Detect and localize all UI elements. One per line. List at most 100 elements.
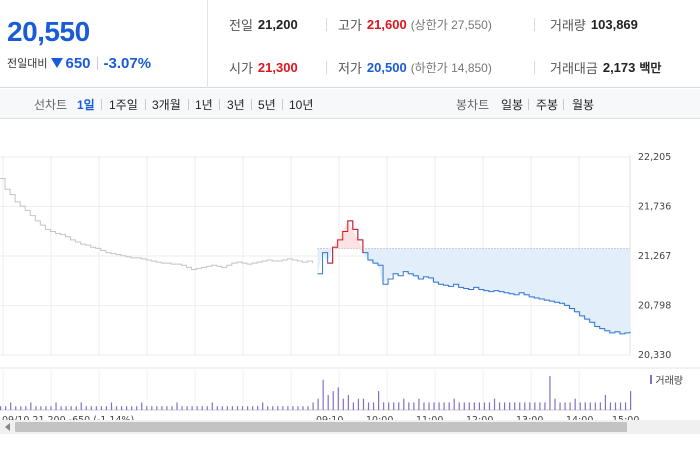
- stat-high: 고가 21,600 (상한가 27,550): [338, 15, 492, 33]
- tab-3m[interactable]: 3개월: [152, 98, 181, 112]
- volume-bar: [519, 402, 521, 410]
- volume-bar: [85, 406, 87, 410]
- volume-bar: [594, 402, 596, 410]
- tab-daily[interactable]: 일봉: [501, 98, 524, 112]
- volume-bar: [534, 402, 536, 410]
- tab-weekly[interactable]: 주봉: [536, 98, 559, 112]
- volume-bar: [151, 406, 153, 410]
- volume-bar: [524, 402, 526, 410]
- volume-bar: [30, 402, 32, 410]
- change-row: 전일대비 650 -3.07%: [7, 54, 151, 72]
- volume-legend: 거래량: [650, 372, 683, 387]
- volume-bar: [549, 376, 551, 410]
- divider: [188, 99, 189, 110]
- volume-bar: [136, 406, 138, 410]
- below-open-fill: [317, 248, 630, 334]
- volume-bar: [498, 402, 501, 410]
- volume-bar: [50, 406, 52, 410]
- scroll-thumb[interactable]: [15, 422, 627, 432]
- volume-bar: [90, 406, 92, 410]
- volume-bar: [126, 406, 128, 410]
- volume-bar: [252, 406, 254, 410]
- divider: [251, 99, 252, 110]
- volume-bar: [342, 398, 344, 410]
- stat-open: 시가 21,300: [229, 58, 298, 76]
- volume-bar: [408, 402, 410, 410]
- volume-bar: [216, 406, 218, 410]
- change-amount: 650: [65, 54, 91, 72]
- volume-bar: [322, 379, 324, 410]
- tab-1d[interactable]: 1일: [77, 98, 95, 112]
- volume-bar: [362, 398, 365, 410]
- volume-bar: [10, 402, 12, 410]
- y-tick-label: 22,205: [638, 152, 671, 163]
- stat-volume: 거래량 103,869: [550, 15, 638, 33]
- volume-bar: [115, 406, 118, 410]
- volume-bar: [267, 406, 269, 410]
- volume-bar: [443, 402, 445, 410]
- volume-bar: [65, 406, 67, 410]
- tab-1w[interactable]: 1주일: [109, 98, 138, 112]
- volume-bar: [221, 406, 223, 410]
- volume-bar: [257, 406, 259, 410]
- volume-bar: [579, 402, 581, 410]
- chart-tab-bar: 선차트 1일 1주일 3개월 1년 3년 5년 10년 봉차트 일봉 주봉 월봉: [0, 89, 700, 119]
- tab-3y[interactable]: 3년: [227, 98, 245, 112]
- volume-bar: [488, 402, 491, 410]
- divider: [96, 56, 98, 70]
- volume-bar: [372, 402, 375, 410]
- tab-5y[interactable]: 5년: [258, 98, 276, 112]
- volume-bar: [504, 402, 506, 410]
- volume-bar: [418, 398, 420, 410]
- volume-bar: [156, 406, 158, 410]
- prev-day-price-line: [0, 178, 313, 270]
- horizontal-scrollbar[interactable]: [0, 420, 700, 434]
- volume-bar: [246, 406, 249, 410]
- stat-value: 20,500: [366, 59, 407, 75]
- volume-bar: [191, 406, 193, 410]
- volume-bar: [45, 406, 47, 410]
- volume-bar: [272, 406, 274, 410]
- scroll-left-arrow-icon[interactable]: [0, 420, 14, 434]
- upper-limit: (상한가 27,550): [410, 17, 492, 32]
- volume-bar: [398, 402, 400, 410]
- tab-10y[interactable]: 10년: [289, 98, 314, 112]
- volume-bar: [0, 406, 2, 410]
- volume-bar: [393, 402, 395, 410]
- quote-panel: 20,550 전일대비 650 -3.07% 전일 21,200 고가 21,6…: [0, 0, 700, 88]
- volume-bar: [201, 406, 203, 410]
- volume-bar: [352, 402, 354, 410]
- volume-bar: [226, 406, 228, 410]
- volume-bar: [327, 394, 329, 410]
- volume-bar: [428, 402, 430, 410]
- volume-bar: [282, 406, 284, 410]
- tab-monthly[interactable]: 월봉: [572, 98, 595, 112]
- volume-bar: [95, 406, 97, 410]
- stat-label: 거래량: [550, 17, 586, 33]
- volume-legend-label: 거래량: [655, 376, 683, 387]
- volume-bar: [433, 402, 435, 410]
- volume-bar: [206, 406, 208, 410]
- above-open-price-line: [327, 220, 364, 264]
- volume-bar: [584, 402, 586, 410]
- price-box: 20,550 전일대비 650 -3.07%: [0, 0, 208, 88]
- volume-bar: [80, 402, 82, 410]
- stat-label: 전일: [229, 17, 253, 33]
- divider: [326, 61, 327, 74]
- page-bottom: [0, 434, 700, 450]
- volume-bar: [564, 402, 566, 410]
- volume-bar: [569, 402, 571, 410]
- today-price-line: [317, 220, 631, 335]
- volume-bar: [317, 398, 319, 410]
- change-label: 전일대비: [7, 58, 48, 70]
- tab-1y[interactable]: 1년: [195, 98, 213, 112]
- volume-bar: [539, 402, 541, 410]
- volume-bar: [403, 398, 405, 410]
- divider: [563, 99, 564, 110]
- volume-bar: [287, 406, 289, 410]
- volume-bar: [473, 402, 475, 410]
- divider: [101, 99, 102, 110]
- volume-bar: [171, 406, 173, 410]
- volume-bar: [463, 402, 465, 410]
- volume-bar: [624, 402, 627, 410]
